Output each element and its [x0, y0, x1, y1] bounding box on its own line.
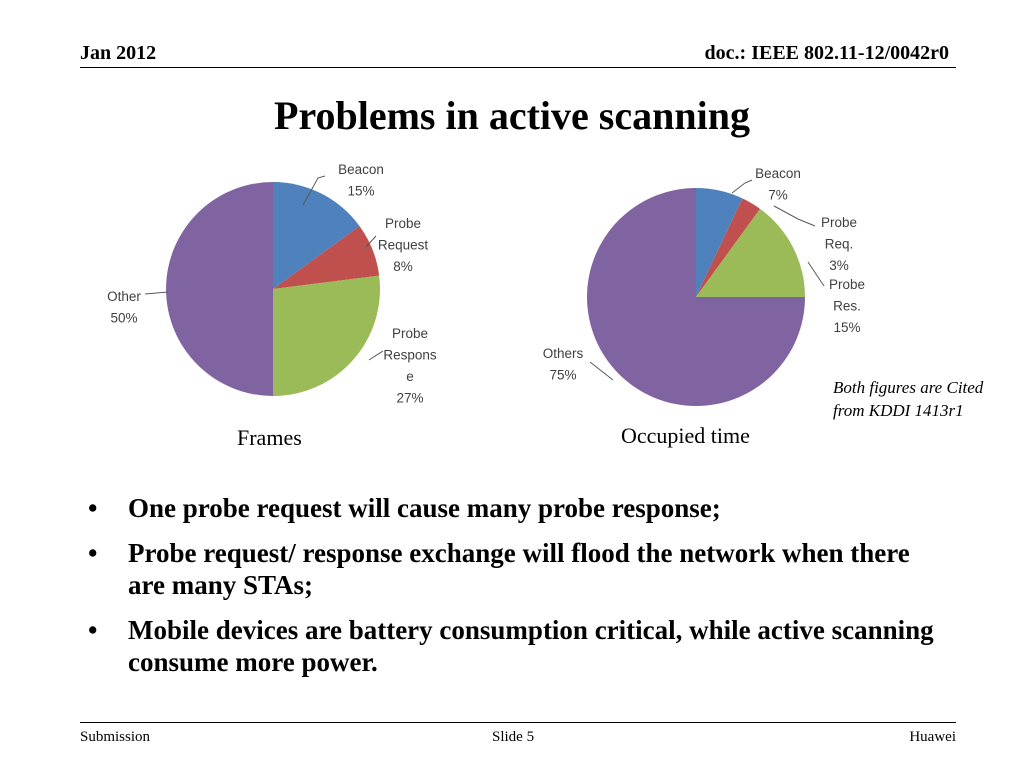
pie-slice-label: Probe Request 8% — [378, 216, 429, 274]
bullet-dot: • — [88, 538, 98, 568]
pie-slice — [587, 188, 805, 406]
pie-slice-label: Beacon 15% — [338, 162, 384, 199]
pie-leader-line — [368, 350, 384, 361]
pie-slice — [273, 226, 380, 289]
pie-leader-line — [731, 179, 753, 194]
pie-slice — [273, 182, 360, 289]
slide-title: Problems in active scanning — [274, 93, 750, 138]
bullet-dot: • — [88, 615, 98, 645]
header-doc-id: doc.: IEEE 802.11-12/0042r0 — [704, 42, 949, 64]
pie-caption-occupied-time: Occupied time — [621, 423, 750, 448]
bullet-text: One probe request will cause many probe … — [128, 493, 721, 523]
pie-leader-line — [302, 175, 326, 206]
pie-leader-line — [773, 205, 816, 227]
footer-divider — [80, 722, 956, 723]
pie-slice — [166, 182, 273, 396]
pie-slice — [696, 188, 743, 297]
pie-slice-label: Other 50% — [107, 289, 141, 326]
pie-slice-label: Beacon 7% — [755, 166, 801, 203]
pie-slice — [273, 275, 381, 396]
pie-slice-label: Probe Res. 15% — [829, 277, 865, 335]
bullet-dot: • — [88, 493, 98, 523]
pie-slice-label: Probe Req. 3% — [821, 215, 857, 273]
pie-slice-label: Others 75% — [543, 346, 584, 383]
footer-submission: Submission — [80, 729, 151, 745]
bullet-item: • Probe request/ response exchange will f… — [88, 537, 948, 601]
pie-slice-label: Probe Respons e 27% — [383, 326, 437, 406]
pie-leader-line — [365, 235, 377, 248]
header-divider — [80, 67, 956, 68]
pie-caption-frames: Frames — [237, 425, 302, 450]
pie-leader-line — [589, 361, 614, 381]
bullet-item: • One probe request will cause many probe… — [88, 492, 948, 524]
pie-leader-line — [807, 261, 825, 287]
footer-company: Huawei — [909, 729, 956, 745]
bullet-item: • Mobile devices are battery consumption … — [88, 614, 948, 678]
source-note: Both figures are Cited from KDDI 1413r1 — [833, 378, 984, 420]
header-date: Jan 2012 — [80, 42, 157, 64]
pie-slice — [696, 208, 805, 297]
bullet-text: Mobile devices are battery consumption c… — [128, 615, 934, 677]
pie-slice — [696, 198, 761, 297]
bullet-list: • One probe request will cause many probe… — [88, 492, 948, 691]
bullet-text: Probe request/ response exchange will fl… — [128, 538, 910, 600]
pie-leader-line — [144, 291, 169, 295]
footer-slide-number: Slide 5 — [492, 729, 535, 745]
